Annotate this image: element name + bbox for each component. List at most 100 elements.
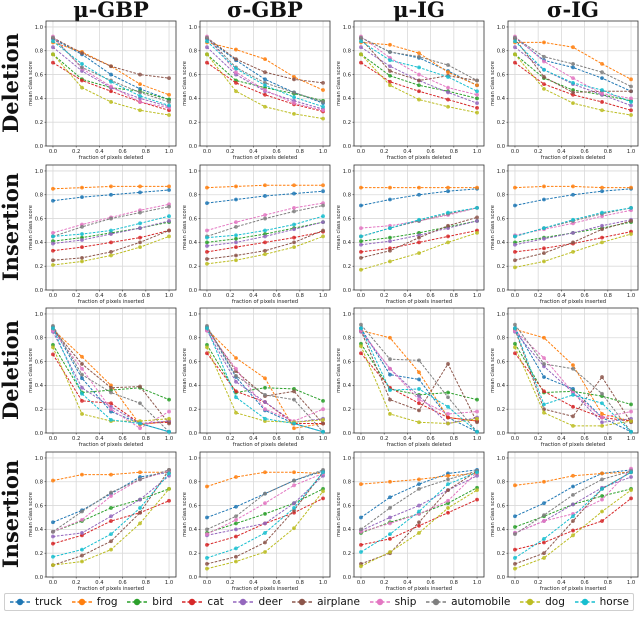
series-line-frog bbox=[514, 471, 632, 486]
legend-label: automobile bbox=[451, 596, 511, 608]
series-horse bbox=[513, 205, 633, 239]
data-point-dog bbox=[205, 566, 209, 571]
legend-label: frog bbox=[96, 596, 118, 608]
y-axis-label: mean class score bbox=[490, 492, 496, 537]
data-point-ship bbox=[321, 108, 325, 113]
data-point-ship bbox=[138, 100, 142, 104]
x-tick-label: 1.0 bbox=[319, 436, 327, 442]
data-point-automobile bbox=[600, 391, 604, 396]
y-tick-label: 0.6 bbox=[343, 359, 351, 365]
data-point-dog bbox=[571, 250, 575, 254]
data-point-airplane bbox=[292, 240, 296, 245]
data-point-automobile bbox=[80, 65, 84, 70]
data-point-cat bbox=[205, 351, 209, 356]
data-point-dog bbox=[51, 263, 55, 267]
data-point-frog bbox=[600, 185, 604, 190]
data-point-cat bbox=[292, 235, 296, 240]
data-point-dog bbox=[292, 245, 296, 250]
data-point-horse bbox=[600, 210, 604, 215]
y-tick-label: 0.4 bbox=[35, 96, 44, 102]
data-point-automobile bbox=[417, 358, 421, 363]
series-line-deer bbox=[514, 331, 632, 423]
data-point-airplane bbox=[321, 421, 325, 426]
data-point-deer bbox=[475, 219, 479, 223]
y-tick-label: 0.4 bbox=[497, 527, 506, 533]
data-point-dog bbox=[234, 258, 238, 263]
legend-item-truck: truck bbox=[9, 596, 62, 608]
data-point-horse bbox=[263, 531, 267, 535]
series-line-truck bbox=[514, 188, 632, 206]
data-point-horse bbox=[138, 421, 142, 426]
legend-item-bird: bird bbox=[126, 596, 173, 608]
series-line-airplane bbox=[514, 329, 632, 423]
series-airplane bbox=[513, 219, 633, 263]
data-point-horse bbox=[138, 221, 142, 226]
y-tick-label: 0.6 bbox=[343, 503, 351, 509]
data-point-horse bbox=[292, 421, 296, 426]
data-point-airplane bbox=[321, 228, 325, 233]
y-axis-label: mean class score bbox=[182, 205, 188, 250]
data-point-airplane bbox=[167, 76, 171, 81]
data-point-horse bbox=[234, 546, 238, 551]
data-point-dog bbox=[321, 234, 325, 239]
legend-marker bbox=[189, 598, 196, 606]
data-point-frog bbox=[446, 185, 450, 190]
y-tick-label: 0.8 bbox=[189, 336, 197, 342]
data-point-ship bbox=[234, 220, 238, 225]
data-point-airplane bbox=[263, 70, 267, 75]
x-tick-label: 0.2 bbox=[226, 149, 234, 155]
data-point-airplane bbox=[446, 362, 450, 366]
data-point-airplane bbox=[629, 89, 633, 94]
x-tick-label: 1.0 bbox=[319, 580, 327, 586]
data-point-deer bbox=[138, 497, 142, 502]
data-point-deer bbox=[51, 534, 55, 539]
subplot-r0-c1: 0.0 0.2 0.4 0.6 0.8 1.0 0.0 0.2 0.4 0.6 0.8 1.0 frac… bbox=[182, 20, 331, 161]
x-tick-label: 0.0 bbox=[49, 436, 57, 442]
legend-item-frog: frog bbox=[71, 596, 118, 608]
data-point-cat bbox=[167, 498, 171, 503]
data-point-bird bbox=[263, 385, 267, 390]
y-tick-label: 0.2 bbox=[497, 264, 505, 270]
series-cat bbox=[359, 497, 479, 547]
data-point-airplane bbox=[513, 258, 517, 263]
data-point-dog bbox=[417, 420, 421, 425]
data-point-truck bbox=[51, 198, 55, 203]
data-point-horse bbox=[292, 222, 296, 227]
data-point-automobile bbox=[138, 401, 142, 406]
data-point-deer bbox=[321, 220, 325, 225]
data-point-airplane bbox=[80, 255, 84, 260]
y-tick-label: 0.0 bbox=[497, 431, 505, 437]
data-point-truck bbox=[600, 76, 604, 81]
data-point-airplane bbox=[234, 253, 238, 258]
data-point-ship bbox=[446, 85, 450, 90]
data-point-dog bbox=[513, 265, 517, 270]
data-point-frog bbox=[542, 40, 546, 45]
subplot-r2-c3: 0.0 0.2 0.4 0.6 0.8 1.0 0.0 0.2 0.4 0.6 0.8 1.0 frac… bbox=[490, 307, 639, 448]
data-point-automobile bbox=[234, 373, 238, 378]
y-tick-label: 1.0 bbox=[35, 456, 43, 462]
data-point-horse bbox=[80, 391, 84, 396]
data-point-cat bbox=[138, 235, 142, 240]
series-deer bbox=[51, 473, 171, 539]
data-point-bird bbox=[600, 494, 604, 498]
data-point-frog bbox=[388, 335, 392, 340]
data-point-deer bbox=[475, 101, 479, 106]
series-airplane bbox=[359, 328, 479, 425]
legend-swatch-icon bbox=[574, 598, 595, 606]
x-tick-label: 1.0 bbox=[165, 580, 173, 586]
data-point-ship bbox=[629, 409, 633, 414]
data-point-frog bbox=[446, 473, 450, 478]
data-point-ship bbox=[80, 366, 84, 371]
data-point-ship bbox=[234, 366, 238, 371]
data-point-frog bbox=[234, 356, 238, 360]
plot-frame bbox=[45, 20, 177, 147]
data-point-deer bbox=[446, 90, 450, 95]
row-title-insertion-1: Insertion bbox=[0, 173, 23, 281]
data-point-deer bbox=[571, 230, 575, 235]
data-point-ship bbox=[542, 59, 546, 64]
y-tick-label: 0.8 bbox=[189, 193, 197, 199]
data-point-truck bbox=[542, 375, 546, 379]
data-point-truck bbox=[292, 191, 296, 196]
series-ship bbox=[359, 328, 479, 416]
legend-marker bbox=[16, 598, 24, 606]
